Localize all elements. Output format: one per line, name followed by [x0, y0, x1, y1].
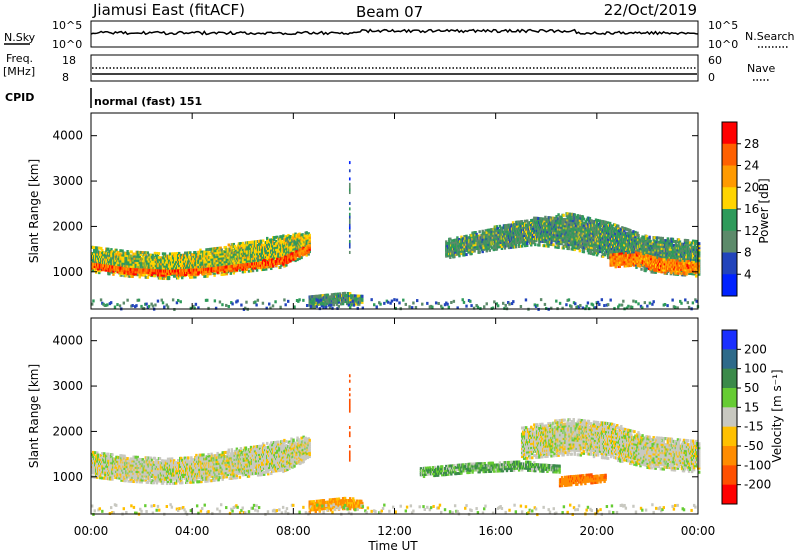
data-cell	[534, 243, 536, 246]
cpid-value: normal (fast) 151	[94, 95, 202, 108]
nsky-series-line	[91, 30, 698, 35]
data-cell	[478, 230, 480, 233]
nsky-label: N.Sky	[4, 31, 36, 44]
data-cell	[158, 252, 160, 255]
freq-tick-bottom: 8	[62, 71, 69, 84]
data-cell	[252, 269, 254, 272]
nave-tick-top: 60	[708, 54, 722, 67]
station-title: Jiamusi East (fitACF)	[92, 1, 245, 19]
freq-tick-top: 18	[62, 54, 76, 67]
nsky-tick-top: 10^5	[52, 19, 82, 32]
nsky-tick-bottom: 10^0	[52, 38, 82, 51]
data-cell	[309, 234, 311, 237]
freq-unit: [MHz]	[3, 65, 35, 78]
nsky-panel-frame	[91, 21, 698, 47]
data-cell	[361, 295, 363, 298]
data-cell	[579, 249, 581, 252]
nsearch-label: N.Search	[745, 30, 795, 43]
beam-title: Beam 07	[356, 3, 423, 21]
data-cell	[147, 276, 149, 279]
power-heatmap	[91, 161, 700, 311]
data-cell	[562, 214, 564, 217]
nsearch-tick-top: 10^5	[708, 19, 738, 32]
nave-label: Nave	[747, 62, 775, 75]
date-title: 22/Oct/2019	[604, 1, 697, 19]
data-cell	[309, 244, 311, 247]
nave-tick-bottom: 0	[708, 71, 715, 84]
freq-label: Freq.	[6, 52, 33, 65]
cpid-label: CPID	[5, 91, 34, 104]
nsearch-tick-bottom: 10^0	[708, 38, 738, 51]
